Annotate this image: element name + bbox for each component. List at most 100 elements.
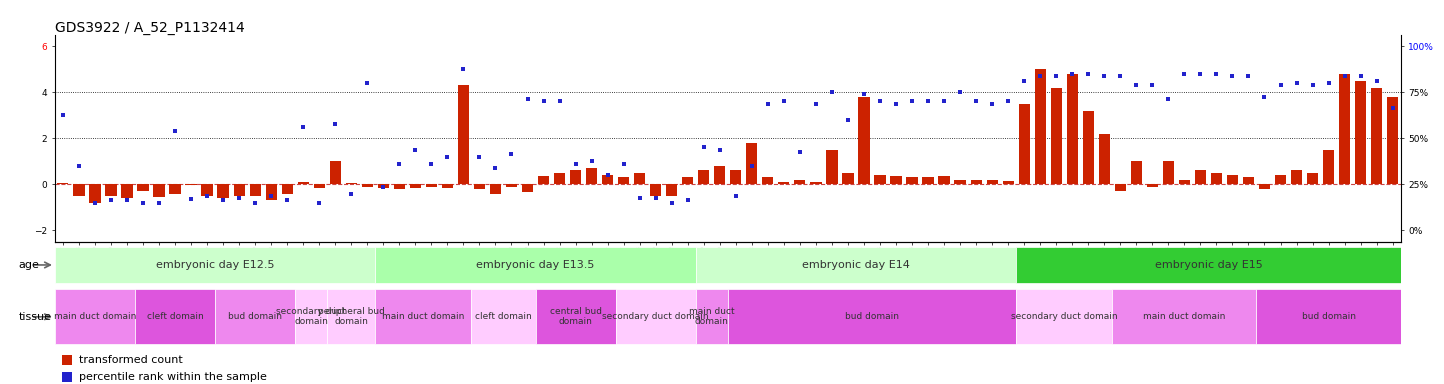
Bar xyxy=(923,177,934,184)
Bar xyxy=(826,150,838,184)
Bar xyxy=(1147,184,1158,187)
Text: main duct domain: main duct domain xyxy=(383,312,465,321)
Bar xyxy=(1083,111,1095,184)
Bar xyxy=(521,184,533,192)
Text: percentile rank within the sample: percentile rank within the sample xyxy=(79,372,267,382)
Bar xyxy=(666,184,677,196)
Bar xyxy=(1034,69,1045,184)
Bar xyxy=(728,289,1017,344)
Bar xyxy=(715,166,725,184)
Text: embryonic day E13.5: embryonic day E13.5 xyxy=(477,260,595,270)
Text: tissue: tissue xyxy=(19,312,52,322)
Bar xyxy=(1099,134,1110,184)
Text: main duct domain: main duct domain xyxy=(1144,312,1226,321)
Bar xyxy=(375,247,696,283)
Bar xyxy=(615,289,696,344)
Bar xyxy=(858,97,869,184)
Text: secondary duct domain: secondary duct domain xyxy=(602,312,709,321)
Bar xyxy=(1131,161,1142,184)
Bar xyxy=(55,247,375,283)
Bar xyxy=(602,175,614,184)
Text: cleft domain: cleft domain xyxy=(475,312,531,321)
Bar xyxy=(810,182,822,184)
Bar xyxy=(1002,181,1014,184)
Bar xyxy=(471,289,536,344)
Bar xyxy=(62,372,72,382)
Bar xyxy=(295,289,328,344)
Bar xyxy=(696,289,728,344)
Bar xyxy=(1275,175,1287,184)
Bar xyxy=(697,170,709,184)
Bar xyxy=(762,177,774,184)
Bar xyxy=(169,184,180,194)
Bar xyxy=(74,184,85,196)
Bar xyxy=(90,184,101,203)
Bar xyxy=(1067,74,1077,184)
Text: transformed count: transformed count xyxy=(79,355,183,365)
Bar xyxy=(1017,247,1401,283)
Bar xyxy=(696,247,1017,283)
Text: central bud
domain: central bud domain xyxy=(550,307,602,326)
Bar xyxy=(375,289,471,344)
Bar xyxy=(1291,170,1302,184)
Bar xyxy=(875,175,885,184)
Bar xyxy=(1339,74,1350,184)
Text: main duct domain: main duct domain xyxy=(53,312,136,321)
Bar xyxy=(137,184,149,191)
Bar xyxy=(185,184,196,185)
Bar xyxy=(250,184,261,196)
Bar xyxy=(313,184,325,188)
Bar xyxy=(361,184,373,187)
Bar xyxy=(570,170,580,184)
Bar xyxy=(1178,180,1190,184)
Bar xyxy=(970,180,982,184)
Bar xyxy=(682,177,693,184)
Bar xyxy=(1162,161,1174,184)
Bar xyxy=(1307,173,1318,184)
Bar xyxy=(794,180,806,184)
Text: embryonic day E12.5: embryonic day E12.5 xyxy=(156,260,274,270)
Bar xyxy=(536,289,615,344)
Bar xyxy=(266,184,277,200)
Bar xyxy=(539,176,549,184)
Bar xyxy=(731,170,741,184)
Text: embryonic day E15: embryonic day E15 xyxy=(1155,260,1262,270)
Bar xyxy=(458,85,469,184)
Bar xyxy=(747,143,758,184)
Text: age: age xyxy=(19,260,39,270)
Bar xyxy=(891,176,901,184)
Bar xyxy=(410,184,422,188)
Bar xyxy=(234,184,244,196)
Bar xyxy=(1259,184,1271,189)
Bar xyxy=(907,177,917,184)
Text: secondary duct
domain: secondary duct domain xyxy=(276,307,347,326)
Bar xyxy=(426,184,438,187)
Text: embryonic day E14: embryonic day E14 xyxy=(801,260,910,270)
Bar xyxy=(650,184,661,196)
Bar xyxy=(62,355,72,365)
Bar xyxy=(505,184,517,187)
Text: GDS3922 / A_52_P1132414: GDS3922 / A_52_P1132414 xyxy=(55,21,244,35)
Bar xyxy=(1370,88,1382,184)
Text: bud domain: bud domain xyxy=(845,312,900,321)
Bar xyxy=(842,173,853,184)
Bar xyxy=(1017,289,1112,344)
Bar xyxy=(105,184,117,196)
Text: bud domain: bud domain xyxy=(1301,312,1356,321)
Bar xyxy=(282,184,293,194)
Bar xyxy=(1051,88,1061,184)
Bar xyxy=(1354,81,1366,184)
Text: peripheral bud
domain: peripheral bud domain xyxy=(318,307,384,326)
Bar xyxy=(1115,184,1126,191)
Bar xyxy=(345,183,357,184)
Bar xyxy=(1194,170,1206,184)
Bar xyxy=(442,184,453,188)
Bar xyxy=(634,173,645,184)
Bar xyxy=(586,168,598,184)
Bar xyxy=(618,177,630,184)
Bar xyxy=(215,289,295,344)
Bar xyxy=(954,180,966,184)
Bar xyxy=(394,184,404,189)
Bar xyxy=(474,184,485,189)
Text: bud domain: bud domain xyxy=(228,312,282,321)
